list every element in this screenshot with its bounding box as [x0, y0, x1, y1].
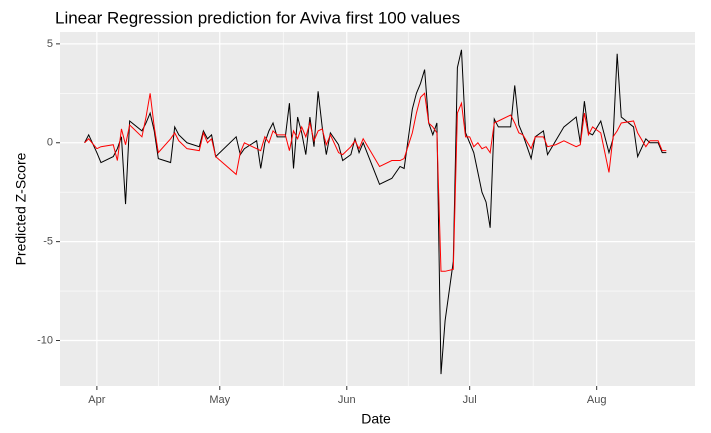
- x-tick-label: Jun: [338, 394, 356, 406]
- x-axis-title: Date: [361, 411, 391, 427]
- x-tick-label: Aug: [587, 394, 607, 406]
- x-tick-label: Apr: [88, 394, 105, 406]
- y-tick-label: 5: [47, 38, 53, 50]
- x-tick-label: Jul: [463, 394, 477, 406]
- series-line: [84, 49, 667, 375]
- y-tick-label: -10: [37, 334, 53, 346]
- y-axis-title: Predicted Z-Score: [13, 152, 29, 265]
- chart-title: Linear Regression prediction for Aviva f…: [55, 8, 460, 27]
- series-line: [84, 92, 667, 272]
- y-tick-label: -5: [43, 236, 53, 248]
- y-tick-label: 0: [47, 137, 53, 149]
- x-tick-label: May: [209, 394, 230, 406]
- plot-panel: [60, 32, 695, 386]
